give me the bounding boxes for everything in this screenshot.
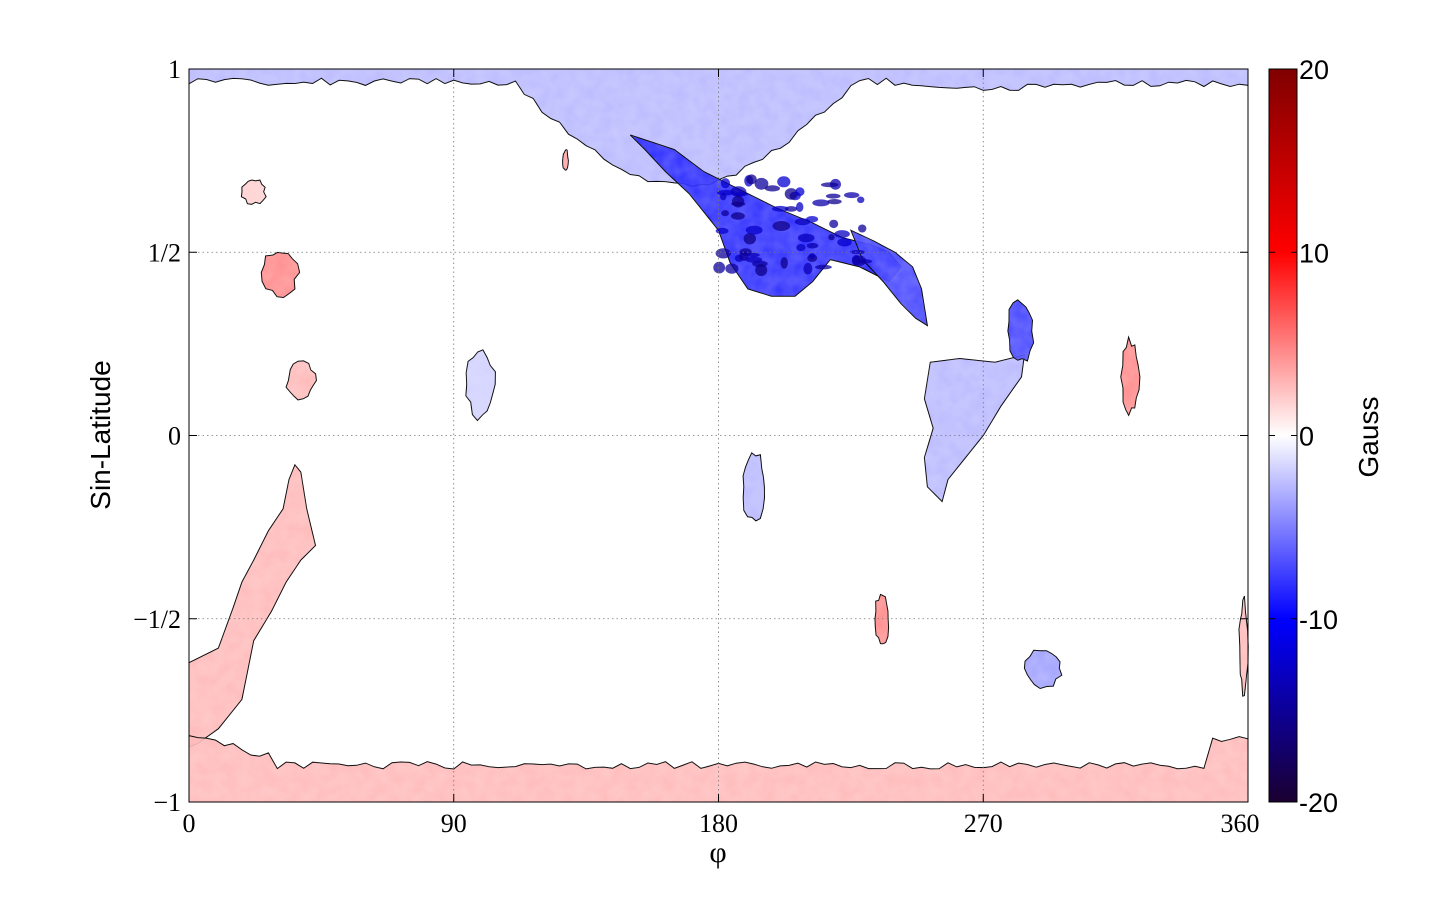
active-band-speckle bbox=[829, 219, 839, 229]
active-band-speckle bbox=[827, 199, 842, 205]
active-band-speckle bbox=[806, 216, 819, 223]
active-band-speckle bbox=[777, 176, 791, 188]
region-texture-west-north-spot-3 bbox=[286, 360, 317, 400]
region-texture-small-spot-128 bbox=[562, 149, 569, 171]
region-texture-region-285-north bbox=[1007, 299, 1034, 361]
active-band-speckle bbox=[806, 242, 819, 249]
x-tick-labels: 0 90 180 270 360 bbox=[183, 809, 1260, 838]
y-tick-label: −1/2 bbox=[133, 605, 181, 634]
active-band-speckle bbox=[796, 202, 804, 212]
region-texture-northern-active-band bbox=[630, 135, 901, 297]
active-band-speckle bbox=[837, 238, 852, 247]
active-band-speckle bbox=[720, 192, 727, 201]
active-band-speckle bbox=[715, 227, 729, 234]
active-band-speckle bbox=[725, 263, 739, 274]
active-band-speckle bbox=[743, 233, 756, 245]
grid-lines bbox=[189, 69, 1248, 802]
region-texture-spot-235-south bbox=[875, 594, 889, 644]
active-band-speckle bbox=[850, 249, 866, 255]
active-band-speckle bbox=[784, 188, 798, 200]
active-band-speckle bbox=[715, 248, 731, 259]
y-tick-label: 1/2 bbox=[148, 238, 181, 267]
region-texture-northern-active-band-tail bbox=[850, 230, 928, 326]
active-band-speckle bbox=[808, 253, 816, 259]
active-band-speckle bbox=[852, 255, 866, 267]
active-band-speckle bbox=[713, 261, 726, 274]
active-band-speckle bbox=[828, 234, 835, 241]
active-band-speckle bbox=[732, 195, 745, 208]
active-band-speckle bbox=[797, 233, 815, 243]
active-band-speckle bbox=[820, 182, 839, 188]
active-band-speckle bbox=[780, 257, 788, 269]
colorbar-tick-label: 10 bbox=[1299, 238, 1329, 268]
x-tick-label: 0 bbox=[183, 809, 196, 838]
active-band-speckle bbox=[844, 192, 860, 199]
y-tick-label: 0 bbox=[168, 422, 181, 451]
region-texture-spot-320-north bbox=[1120, 337, 1140, 416]
region-texture-southern-diagonal-band bbox=[189, 464, 316, 747]
active-band-speckle bbox=[772, 205, 789, 212]
active-band-speckle bbox=[815, 264, 832, 270]
active-band-speckle bbox=[746, 174, 757, 185]
colorbar-label: Gauss bbox=[1353, 397, 1384, 478]
active-band-speckle bbox=[803, 262, 813, 275]
active-band-speckle bbox=[795, 187, 805, 197]
y-tick-labels: 1 1/2 0 −1/2 −1 bbox=[133, 55, 181, 817]
active-band-speckle bbox=[812, 199, 830, 207]
active-band-speckle bbox=[784, 206, 798, 212]
colorbar-tick-label: 20 bbox=[1299, 55, 1329, 85]
region-texture-spot-192-south bbox=[743, 452, 765, 521]
y-tick-label: 1 bbox=[168, 55, 181, 84]
region-texture-small-spot-98 bbox=[465, 349, 496, 421]
colorbar-tick-label: 0 bbox=[1299, 422, 1314, 452]
region-texture-west-north-spot-2 bbox=[261, 252, 300, 298]
colorbar-tick-label: -10 bbox=[1299, 605, 1338, 635]
active-band-speckle bbox=[745, 225, 763, 235]
x-tick-label: 270 bbox=[964, 809, 1003, 838]
active-band-speckle bbox=[745, 256, 763, 263]
x-axis-label: φ bbox=[709, 836, 726, 869]
active-band-speckle bbox=[755, 264, 768, 277]
region-texture-spot-290-south bbox=[1024, 650, 1062, 689]
x-tick-label: 90 bbox=[441, 809, 467, 838]
active-band-speckle bbox=[825, 193, 841, 199]
region-texture-west-north-spot-1 bbox=[241, 180, 267, 205]
active-band-speckle bbox=[720, 178, 731, 189]
active-band-speckle bbox=[834, 230, 850, 238]
y-axis-label: Sin-Latitude bbox=[85, 360, 116, 509]
active-band-speckle bbox=[857, 196, 865, 204]
active-band-speckle bbox=[733, 192, 748, 197]
active-band-speckle bbox=[721, 210, 729, 217]
colorbar-tick-label: -20 bbox=[1299, 788, 1338, 818]
x-tick-label: 360 bbox=[1221, 809, 1260, 838]
active-band-speckle bbox=[754, 177, 769, 190]
active-band-speckle bbox=[858, 224, 867, 233]
colorbar-ticks: 20 10 0 -10 -20 bbox=[1269, 55, 1338, 818]
region-texture-spot-360-south bbox=[1239, 596, 1249, 697]
active-band-speckle bbox=[747, 252, 760, 258]
axis-ticks bbox=[188, 68, 1249, 803]
active-band-speckle bbox=[796, 244, 806, 252]
active-band-speckle bbox=[764, 185, 781, 192]
active-band-speckle bbox=[772, 221, 791, 231]
active-band-speckle bbox=[730, 212, 745, 220]
region-texture-region-270-east bbox=[924, 354, 1025, 502]
y-tick-label: −1 bbox=[153, 788, 181, 817]
x-tick-label: 180 bbox=[699, 809, 738, 838]
